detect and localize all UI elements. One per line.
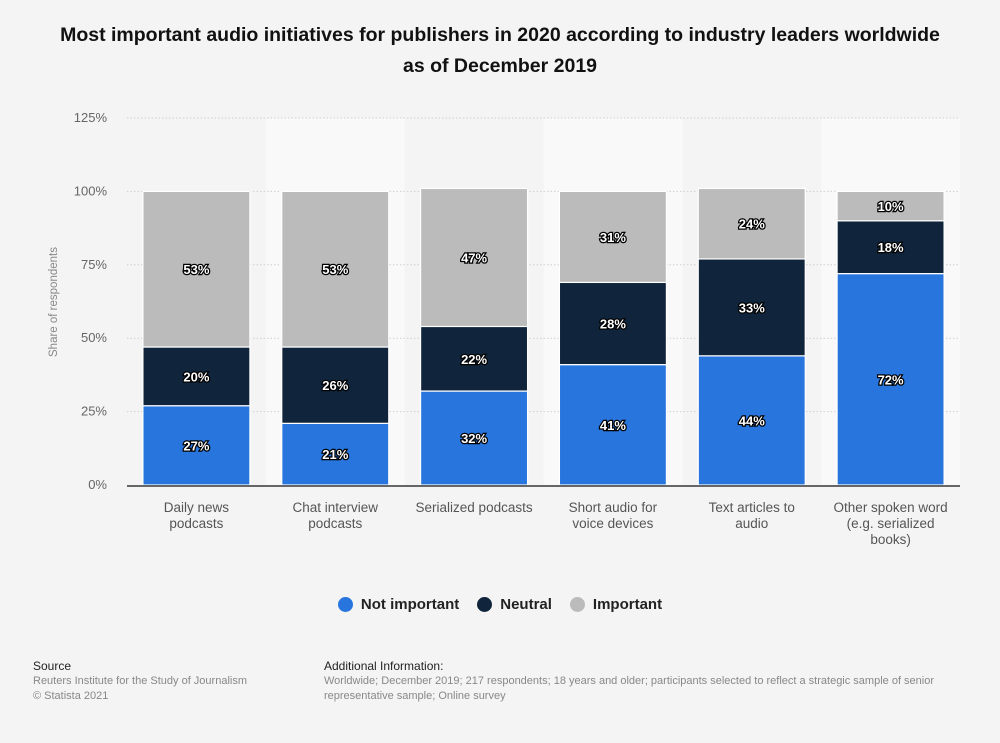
- data-label: 21%: [322, 447, 348, 462]
- data-label: 28%: [600, 317, 626, 332]
- bar-segment: [558, 364, 668, 486]
- bar-segment: [142, 346, 251, 407]
- x-tick-label: Chat interview: [292, 500, 378, 515]
- bar-segment: [419, 187, 529, 328]
- data-label: 53%: [183, 262, 209, 277]
- copyright-text: © Statista 2021: [33, 690, 109, 702]
- bar-segment: [697, 355, 806, 486]
- y-tick-label: 0%: [88, 477, 107, 492]
- info-text: Worldwide; December 2019; 217 respondent…: [324, 675, 935, 687]
- data-label: 24%: [739, 217, 765, 232]
- legend-marker: [477, 597, 493, 612]
- legend-label: Not important: [360, 596, 460, 613]
- data-label: 33%: [739, 300, 765, 315]
- x-tick-label: (e.g. serialized: [847, 516, 935, 531]
- info-heading: Additional Information:: [324, 659, 444, 673]
- bar-segment: [697, 187, 806, 260]
- data-label: 10%: [878, 199, 904, 214]
- legend-item-important[interactable]: Important: [569, 596, 663, 613]
- additional-info-block: Additional Information: Worldwide; Decem…: [324, 658, 934, 704]
- y-tick-label: 25%: [81, 404, 107, 419]
- data-label: 18%: [878, 240, 904, 255]
- x-tick-label: podcasts: [308, 516, 362, 531]
- data-label: 22%: [461, 352, 487, 367]
- x-tick-label: Other spoken word: [834, 500, 948, 515]
- legend-label: Neutral: [500, 596, 552, 613]
- stacked-bar-chart: 0% 25% 50% 75% 100% 125% Share of respondents 2…: [48, 110, 960, 547]
- y-axis-label: Share of respondents: [48, 247, 60, 357]
- legend: Not important Neutral Important: [0, 596, 1000, 613]
- data-label: 26%: [322, 378, 348, 393]
- legend-item-not-important[interactable]: Not important: [337, 596, 460, 613]
- bar-segment: [142, 190, 251, 348]
- source-heading: Source: [33, 659, 72, 673]
- bar-segment: [142, 405, 251, 486]
- bar-segment: [836, 190, 945, 222]
- data-label: 32%: [461, 431, 487, 446]
- data-label: 20%: [183, 369, 209, 384]
- x-tick-label: Short audio for: [569, 500, 658, 515]
- bar-segment: [419, 325, 529, 392]
- x-tick-label: Daily news: [164, 500, 230, 515]
- legend-label: Important: [592, 596, 663, 613]
- x-tick-label: voice devices: [572, 516, 653, 531]
- bar-segment: [836, 273, 945, 486]
- data-label: 27%: [183, 438, 209, 453]
- bar-segment: [697, 258, 806, 357]
- data-label: 44%: [739, 413, 765, 428]
- y-tick-label: 50%: [81, 330, 107, 345]
- chart-title: Most important audio initiatives for pub…: [60, 24, 940, 77]
- data-label: 41%: [600, 418, 626, 433]
- y-tick-label: 75%: [81, 257, 107, 272]
- bar-segment: [281, 422, 390, 486]
- data-label: 53%: [322, 262, 348, 277]
- x-tick-label: Serialized podcasts: [416, 500, 533, 515]
- legend-item-neutral[interactable]: Neutral: [477, 596, 552, 613]
- bar-segment: [558, 281, 668, 366]
- source-block: Source Reuters Institute for the Study o…: [33, 658, 247, 704]
- data-label: 47%: [461, 250, 487, 265]
- y-tick-label: 100%: [74, 183, 108, 198]
- x-tick-label: audio: [735, 516, 768, 531]
- x-tick-label: Text articles to: [709, 500, 795, 515]
- bar-segment: [281, 346, 390, 424]
- data-label: 72%: [878, 372, 904, 387]
- x-tick-label: books): [870, 532, 911, 547]
- legend-marker: [337, 597, 353, 612]
- bar-segment: [836, 220, 945, 275]
- y-tick-label: 125%: [74, 110, 108, 125]
- x-tick-label: podcasts: [169, 516, 223, 531]
- info-text: representative sample; Online survey: [324, 690, 506, 702]
- legend-marker: [569, 597, 585, 612]
- bar-segment: [281, 190, 390, 348]
- source-text[interactable]: Reuters Institute for the Study of Journ…: [33, 675, 247, 687]
- data-label: 31%: [600, 230, 626, 245]
- bar-segment: [558, 190, 668, 284]
